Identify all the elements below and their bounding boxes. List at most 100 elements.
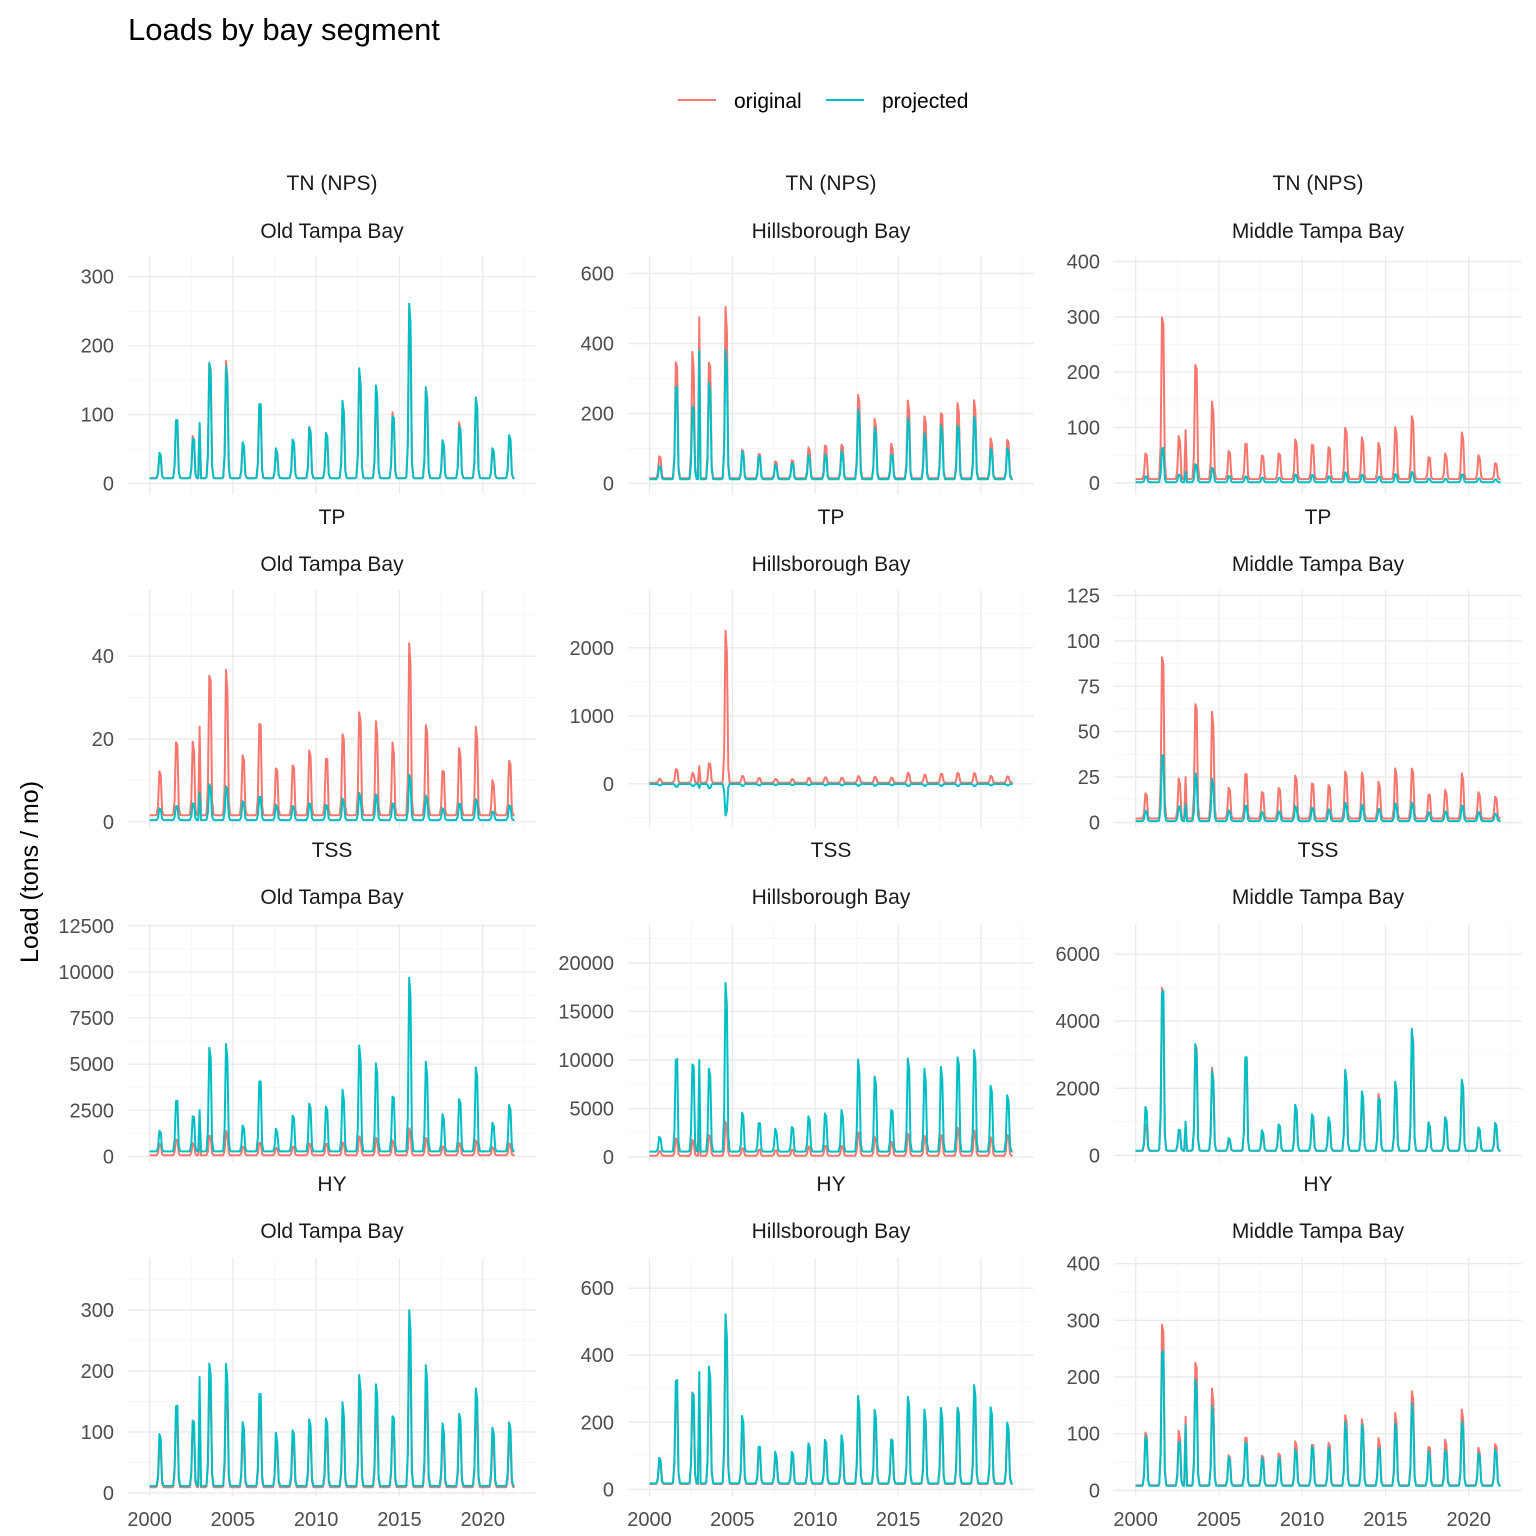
y-tick-label: 0 bbox=[1089, 1145, 1100, 1167]
series-line-projected bbox=[149, 773, 515, 822]
strip-segment: Hillsborough Bay bbox=[752, 886, 911, 909]
series-line-original bbox=[1135, 656, 1501, 820]
x-tick-label: 2000 bbox=[1113, 1509, 1158, 1531]
strip-variable: HY bbox=[816, 1173, 845, 1196]
x-tick-label: 2005 bbox=[211, 1509, 256, 1531]
strip-segment: Hillsborough Bay bbox=[752, 1220, 911, 1243]
legend-label-projected: projected bbox=[882, 90, 968, 113]
y-tick-label: 0 bbox=[603, 774, 614, 796]
y-tick-label: 40 bbox=[92, 646, 114, 668]
y-tick-label: 400 bbox=[581, 334, 614, 356]
series-line-original bbox=[1135, 316, 1501, 481]
strip-variable: TP bbox=[818, 506, 845, 529]
x-tick-label: 2005 bbox=[710, 1509, 755, 1531]
y-tick-label: 300 bbox=[1067, 1310, 1100, 1332]
y-tick-label: 15000 bbox=[558, 1001, 614, 1023]
series-line-projected bbox=[649, 1313, 1013, 1485]
strip-variable: TN (NPS) bbox=[1273, 172, 1364, 195]
strip-variable: TP bbox=[1305, 506, 1332, 529]
y-tick-label: 100 bbox=[1067, 1424, 1100, 1446]
series-line-original bbox=[649, 1319, 1013, 1485]
y-tick-label: 50 bbox=[1078, 722, 1100, 744]
strip-variable: HY bbox=[1303, 1173, 1332, 1196]
y-tick-label: 125 bbox=[1067, 585, 1100, 607]
y-tick-label: 400 bbox=[1067, 1254, 1100, 1276]
strip-variable: TN (NPS) bbox=[786, 172, 877, 195]
series-line-original bbox=[649, 1120, 1013, 1157]
y-tick-label: 10000 bbox=[58, 962, 114, 984]
legend-label-original: original bbox=[734, 90, 802, 113]
y-tick-label: 400 bbox=[1067, 252, 1100, 274]
y-tick-label: 200 bbox=[1067, 362, 1100, 384]
y-tick-label: 200 bbox=[581, 404, 614, 426]
strip-segment: Old Tampa Bay bbox=[260, 220, 404, 243]
series-line-original bbox=[149, 306, 515, 480]
x-tick-label: 2020 bbox=[1446, 1509, 1491, 1531]
series-line-projected bbox=[149, 1309, 515, 1487]
series-line-original bbox=[649, 629, 1013, 784]
strip-variable: HY bbox=[317, 1173, 346, 1196]
y-tick-label: 5000 bbox=[70, 1054, 115, 1076]
y-tick-label: 0 bbox=[103, 812, 114, 834]
y-tick-label: 10000 bbox=[558, 1050, 614, 1072]
series-line-projected bbox=[1135, 989, 1501, 1152]
series-line-original bbox=[149, 642, 515, 817]
strip-variable: TSS bbox=[312, 839, 353, 862]
y-tick-label: 600 bbox=[581, 1278, 614, 1300]
y-tick-label: 0 bbox=[1089, 1480, 1100, 1502]
panel-tss-old-tampa-bay: TSS Old Tampa Bay 0 2500 5000 7500 10000 12500 bbox=[58, 839, 536, 1168]
x-tick-label: 2000 bbox=[627, 1509, 672, 1531]
strip-segment: Old Tampa Bay bbox=[260, 1220, 404, 1243]
panel-hy-old-tampa-bay: HY Old Tampa Bay 0 100 200 300 2000 2005 2010 201… bbox=[81, 1173, 536, 1531]
x-tick-label: 2010 bbox=[793, 1509, 838, 1531]
strip-segment: Middle Tampa Bay bbox=[1232, 553, 1405, 576]
y-tick-label: 20 bbox=[92, 729, 114, 751]
strip-variable: TSS bbox=[811, 839, 852, 862]
x-tick-label: 2015 bbox=[377, 1509, 422, 1531]
y-tick-label: 25 bbox=[1078, 767, 1100, 789]
y-tick-label: 6000 bbox=[1056, 944, 1101, 966]
y-tick-label: 300 bbox=[1067, 307, 1100, 329]
panel-tp-hillsborough-bay: TP Hillsborough Bay 0 1000 2000 bbox=[570, 506, 1034, 828]
strip-variable: TP bbox=[319, 506, 346, 529]
y-tick-label: 0 bbox=[103, 1146, 114, 1168]
series-line-projected bbox=[149, 302, 515, 480]
strip-segment: Middle Tampa Bay bbox=[1232, 886, 1405, 909]
y-tick-label: 300 bbox=[81, 267, 114, 289]
strip-segment: Hillsborough Bay bbox=[752, 220, 911, 243]
y-tick-label: 400 bbox=[581, 1345, 614, 1367]
y-tick-label: 75 bbox=[1078, 676, 1100, 698]
strip-variable: TN (NPS) bbox=[287, 172, 378, 195]
series-line-original bbox=[649, 306, 1013, 480]
y-tick-label: 100 bbox=[1067, 631, 1100, 653]
panel-tss-middle-tampa-bay: TSS Middle Tampa Bay 0 2000 4000 6000 bbox=[1056, 839, 1522, 1167]
series-line-projected bbox=[649, 783, 1013, 817]
y-tick-label: 12500 bbox=[58, 916, 114, 938]
series-line-projected bbox=[649, 981, 1013, 1153]
series-line-original bbox=[149, 1335, 515, 1489]
y-tick-label: 2000 bbox=[570, 638, 615, 660]
y-tick-label: 100 bbox=[81, 405, 114, 427]
y-tick-label: 600 bbox=[581, 264, 614, 286]
panel-hy-middle-tampa-bay: HY Middle Tampa Bay 0 100 200 300 400 2000 2005 2… bbox=[1067, 1173, 1522, 1531]
y-tick-label: 0 bbox=[603, 474, 614, 496]
legend: original projected bbox=[678, 90, 968, 113]
x-tick-label: 2000 bbox=[127, 1509, 172, 1531]
y-tick-label: 5000 bbox=[570, 1099, 615, 1121]
y-tick-label: 100 bbox=[81, 1422, 114, 1444]
series-line-projected bbox=[1135, 447, 1501, 484]
strip-segment: Hillsborough Bay bbox=[752, 553, 911, 576]
series-line-projected bbox=[649, 348, 1013, 481]
strip-segment: Middle Tampa Bay bbox=[1232, 1220, 1405, 1243]
panel-tn-nps-old-tampa-bay: TN (NPS) Old Tampa Bay 0 100 200 300 bbox=[81, 172, 536, 496]
y-tick-label: 200 bbox=[1067, 1367, 1100, 1389]
panel-tn-nps-hillsborough-bay: TN (NPS) Hillsborough Bay 0 200 400 600 bbox=[581, 172, 1034, 496]
y-axis-label: Load (tons / mo) bbox=[16, 781, 44, 963]
series-line-projected bbox=[1135, 1350, 1501, 1487]
series-line-projected bbox=[149, 976, 515, 1153]
strip-segment: Old Tampa Bay bbox=[260, 553, 404, 576]
panel-hy-hillsborough-bay: HY Hillsborough Bay 0 200 400 600 2000 2005 2010… bbox=[581, 1173, 1034, 1531]
y-tick-label: 4000 bbox=[1056, 1011, 1101, 1033]
